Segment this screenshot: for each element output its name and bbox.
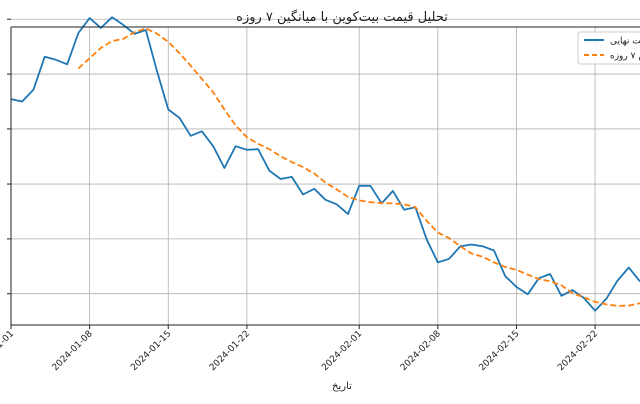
- legend-label-ma7: میانگین ۷ روزه: [610, 50, 640, 62]
- x-tick-label: 2024-01-15: [129, 329, 173, 373]
- x-tick-label: 2024-02-22: [556, 329, 600, 373]
- x-axis-label: تاریخ: [332, 381, 352, 392]
- x-tick-label: 2024-02-15: [478, 329, 522, 373]
- plot-area: [11, 27, 640, 325]
- series-line-moving-average: [77, 27, 640, 307]
- series-layer: [10, 16, 640, 312]
- x-ticks: 2024-01-01 2024-01-08 2024-01-15 2024-01-22…: [0, 325, 600, 373]
- series-line-close-price: [10, 16, 640, 312]
- legend: قیمت نهایی میانگین ۷ روزه: [577, 31, 640, 65]
- x-tick-label: 2024-01-08: [51, 329, 95, 373]
- x-tick-label: 2024-02-08: [399, 329, 443, 373]
- x-tick-label: 2024-01-01: [0, 329, 16, 373]
- x-tick-label: 2024-02-01: [320, 329, 364, 373]
- legend-label-close: قیمت نهایی: [610, 37, 640, 47]
- chart-title: تحلیل قیمت بیت‌کوین با میانگین ۷ روزه: [236, 9, 448, 25]
- x-tick-label: 2024-01-22: [208, 329, 252, 373]
